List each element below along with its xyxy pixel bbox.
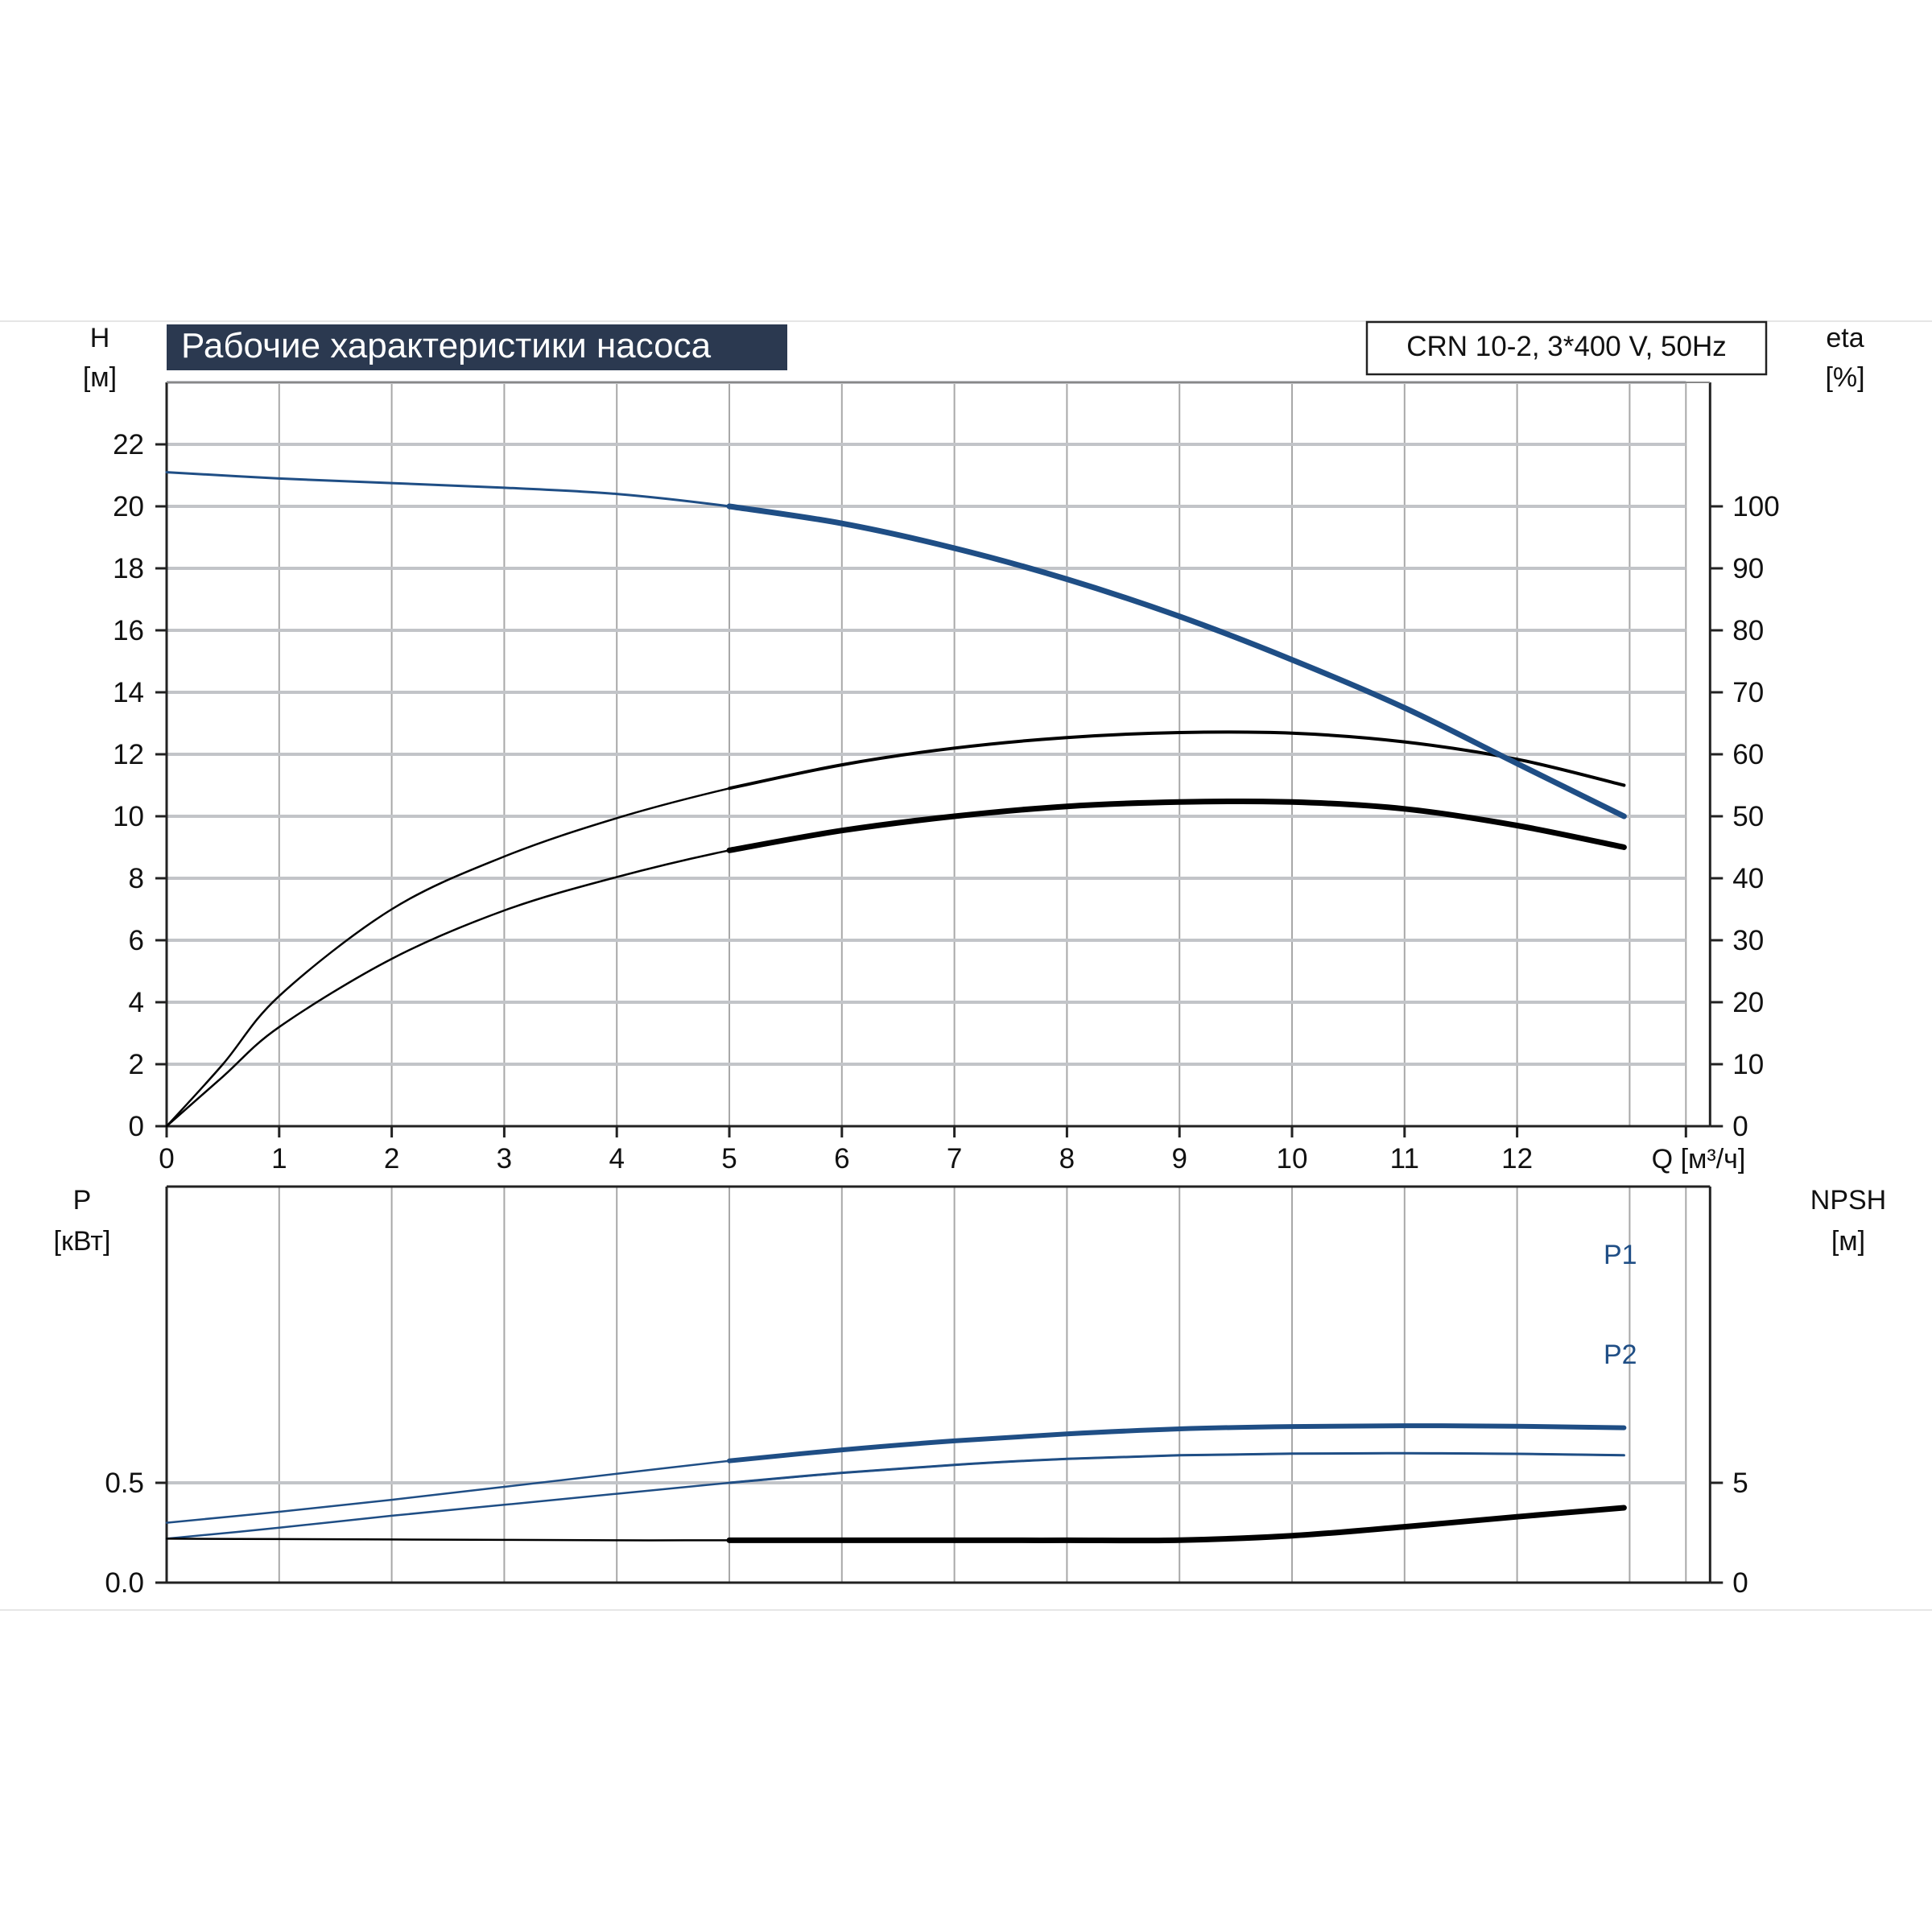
x-tick-label: 8 xyxy=(1059,1143,1075,1174)
x-tick-label: 5 xyxy=(721,1143,737,1174)
y-tick-label-left: 18 xyxy=(113,553,144,584)
y-tick-label-left: 16 xyxy=(113,615,144,646)
y-tick-label-right: 40 xyxy=(1732,863,1764,894)
bottom-axes xyxy=(155,1185,1724,1584)
y-axis-label-head: H xyxy=(90,323,110,353)
y-tick-label-left: 14 xyxy=(113,677,144,708)
x-tick-label: 11 xyxy=(1390,1143,1419,1174)
npsh-tick-label: 0 xyxy=(1732,1567,1748,1599)
y-tick-label-left: 12 xyxy=(113,739,144,770)
y-tick-label-right: 70 xyxy=(1732,677,1764,708)
x-tick-label: 7 xyxy=(947,1143,962,1174)
x-tick-label: 12 xyxy=(1501,1143,1533,1174)
y-axis-unit-power: [кВт] xyxy=(54,1226,111,1257)
model-label: CRN 10-2, 3*400 V, 50Hz xyxy=(1406,331,1727,362)
y-tick-label-right: 100 xyxy=(1732,491,1779,522)
bottom-series xyxy=(165,1423,1627,1544)
y-axis-unit-efficiency: [%] xyxy=(1825,362,1864,393)
top-tick-labels: 0 1 2 3 4 5 6 7 8 9 10 11 12024681012141618202201020… xyxy=(113,429,1780,1174)
chart-title: Рабочие характеристики насоса xyxy=(181,326,712,365)
x-tick-label: 4 xyxy=(609,1143,624,1174)
head-curve-line xyxy=(165,471,1625,818)
power-p2-curve-operating-range xyxy=(728,1451,1625,1484)
y-tick-label-left: 0 xyxy=(129,1111,144,1142)
y-tick-label-right: 30 xyxy=(1732,925,1764,956)
bottom-tick-labels: 0.0 0.5 0 5 xyxy=(105,1468,1748,1599)
y-tick-label-right: 20 xyxy=(1732,987,1764,1018)
y-tick-label-left: 10 xyxy=(113,801,144,832)
y-tick-label-right: 90 xyxy=(1732,553,1764,584)
x-tick-label: 10 xyxy=(1277,1143,1308,1174)
y-axis-label-npsh: NPSH xyxy=(1810,1185,1886,1216)
y-axis-unit-npsh: [м] xyxy=(1831,1226,1865,1257)
series-label-p1: P1 xyxy=(1604,1240,1637,1270)
y-tick-label-left: 8 xyxy=(129,863,144,894)
y-tick-label-left: 4 xyxy=(129,987,144,1018)
y-tick-label-left: 22 xyxy=(113,429,144,460)
y-tick-label-right: 80 xyxy=(1732,615,1764,646)
series-label-p2: P2 xyxy=(1604,1340,1637,1370)
head-efficiency-panel: 0 1 2 3 4 5 6 7 8 9 10 11 12024681012141618202201020… xyxy=(83,320,1865,1174)
power-tick-label: 0.5 xyxy=(105,1468,144,1499)
power-p1-curve-line xyxy=(165,1424,1625,1524)
title-banner xyxy=(167,324,787,370)
top-axes xyxy=(155,382,1724,1137)
x-tick-label: 2 xyxy=(384,1143,399,1174)
model-label-box xyxy=(1365,320,1768,376)
x-tick-label: 6 xyxy=(834,1143,849,1174)
x-tick-label: 0 xyxy=(159,1143,174,1174)
top-grid xyxy=(166,381,1687,1126)
x-tick-label: 9 xyxy=(1171,1143,1187,1174)
npsh-tick-label: 5 xyxy=(1732,1468,1748,1499)
efficiency-curve-2-operating-range xyxy=(726,798,1627,853)
power-npsh-panel: 0.0 0.5 0 5 P [кВт] NPSH [м] P1 P2 xyxy=(54,1185,1887,1599)
efficiency-curve-1-operating-range xyxy=(728,730,1626,791)
efficiency-curve-2-line xyxy=(165,800,1625,1128)
y-tick-label-left: 2 xyxy=(129,1049,144,1080)
top-series xyxy=(165,471,1627,1128)
y-axis-label-power: P xyxy=(73,1185,92,1216)
efficiency-curve-1-line xyxy=(165,731,1625,1128)
npsh-curve-operating-range xyxy=(726,1505,1627,1544)
y-tick-label-right: 0 xyxy=(1732,1111,1748,1142)
y-tick-label-left: 20 xyxy=(113,491,144,522)
y-tick-label-right: 60 xyxy=(1732,739,1764,770)
y-axis-unit-head: [м] xyxy=(83,362,117,393)
y-tick-label-right: 50 xyxy=(1732,801,1764,832)
x-axis-label: Q [м³/ч] xyxy=(1652,1144,1746,1174)
y-axis-label-efficiency: eta xyxy=(1826,323,1864,353)
power-tick-label: 0.0 xyxy=(105,1567,144,1599)
y-tick-label-right: 10 xyxy=(1732,1049,1764,1080)
y-tick-label-left: 6 xyxy=(129,925,144,956)
x-tick-label: 1 xyxy=(271,1143,287,1174)
head-curve-operating-range xyxy=(726,503,1627,819)
x-tick-label: 3 xyxy=(497,1143,512,1174)
